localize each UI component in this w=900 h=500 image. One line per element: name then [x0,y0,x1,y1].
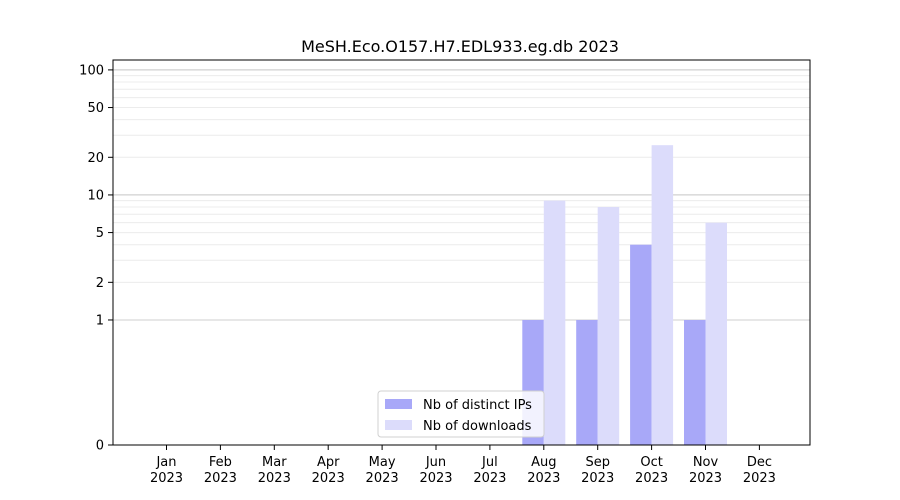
x-tick-label: Mar 2023 [258,455,291,486]
x-tick-label: Nov 2023 [689,455,722,486]
x-tick-label: Jan 2023 [150,455,183,486]
bars [522,145,727,445]
x-tick-label: Aug 2023 [527,455,560,486]
legend: Nb of distinct IPs Nb of downloads [377,390,545,438]
x-tick-label: Feb 2023 [204,455,237,486]
bar-downloads [543,200,566,445]
x-tick-label: May 2023 [366,455,399,486]
y-tick-label: 2 [96,276,104,291]
legend-swatch [385,420,412,430]
y-tick-label: 1 [96,313,104,328]
y-tick-label: 0 [96,439,104,454]
bar-downloads [705,222,727,445]
y-tick-label: 100 [79,63,104,78]
legend-label: Nb of distinct IPs [423,398,532,413]
x-tick-label: Jun 2023 [419,455,452,486]
y-axis: 0 1 2 5 10 20 50 100 [79,63,113,454]
x-tick-label: Dec 2023 [743,455,776,486]
x-tick-label: Jul 2023 [473,455,506,486]
bar-downloads [597,207,620,445]
x-axis: Jan 2023 Feb 2023 Mar 2023 Apr 2023 May 2023 Jun 20… [150,445,776,486]
plot-frame [112,59,811,446]
y-tick-label: 5 [96,226,104,241]
y-tick-label: 20 [87,151,104,166]
x-tick-label: Apr 2023 [312,455,345,486]
legend-box [377,390,545,438]
legend-swatch [385,399,412,409]
x-tick-label: Oct 2023 [635,455,668,486]
bar-distinct-ips [576,319,598,445]
bar-distinct-ips [684,319,706,445]
bar-downloads [651,145,674,445]
legend-label: Nb of downloads [423,419,532,434]
grid [113,69,810,321]
bar-distinct-ips [630,244,652,445]
y-tick-label: 10 [87,188,104,203]
x-tick-label: Sep 2023 [581,455,614,486]
y-tick-label: 50 [87,101,104,116]
chart-title: MeSH.Eco.O157.H7.EDL933.eg.db 2023 [301,37,619,56]
